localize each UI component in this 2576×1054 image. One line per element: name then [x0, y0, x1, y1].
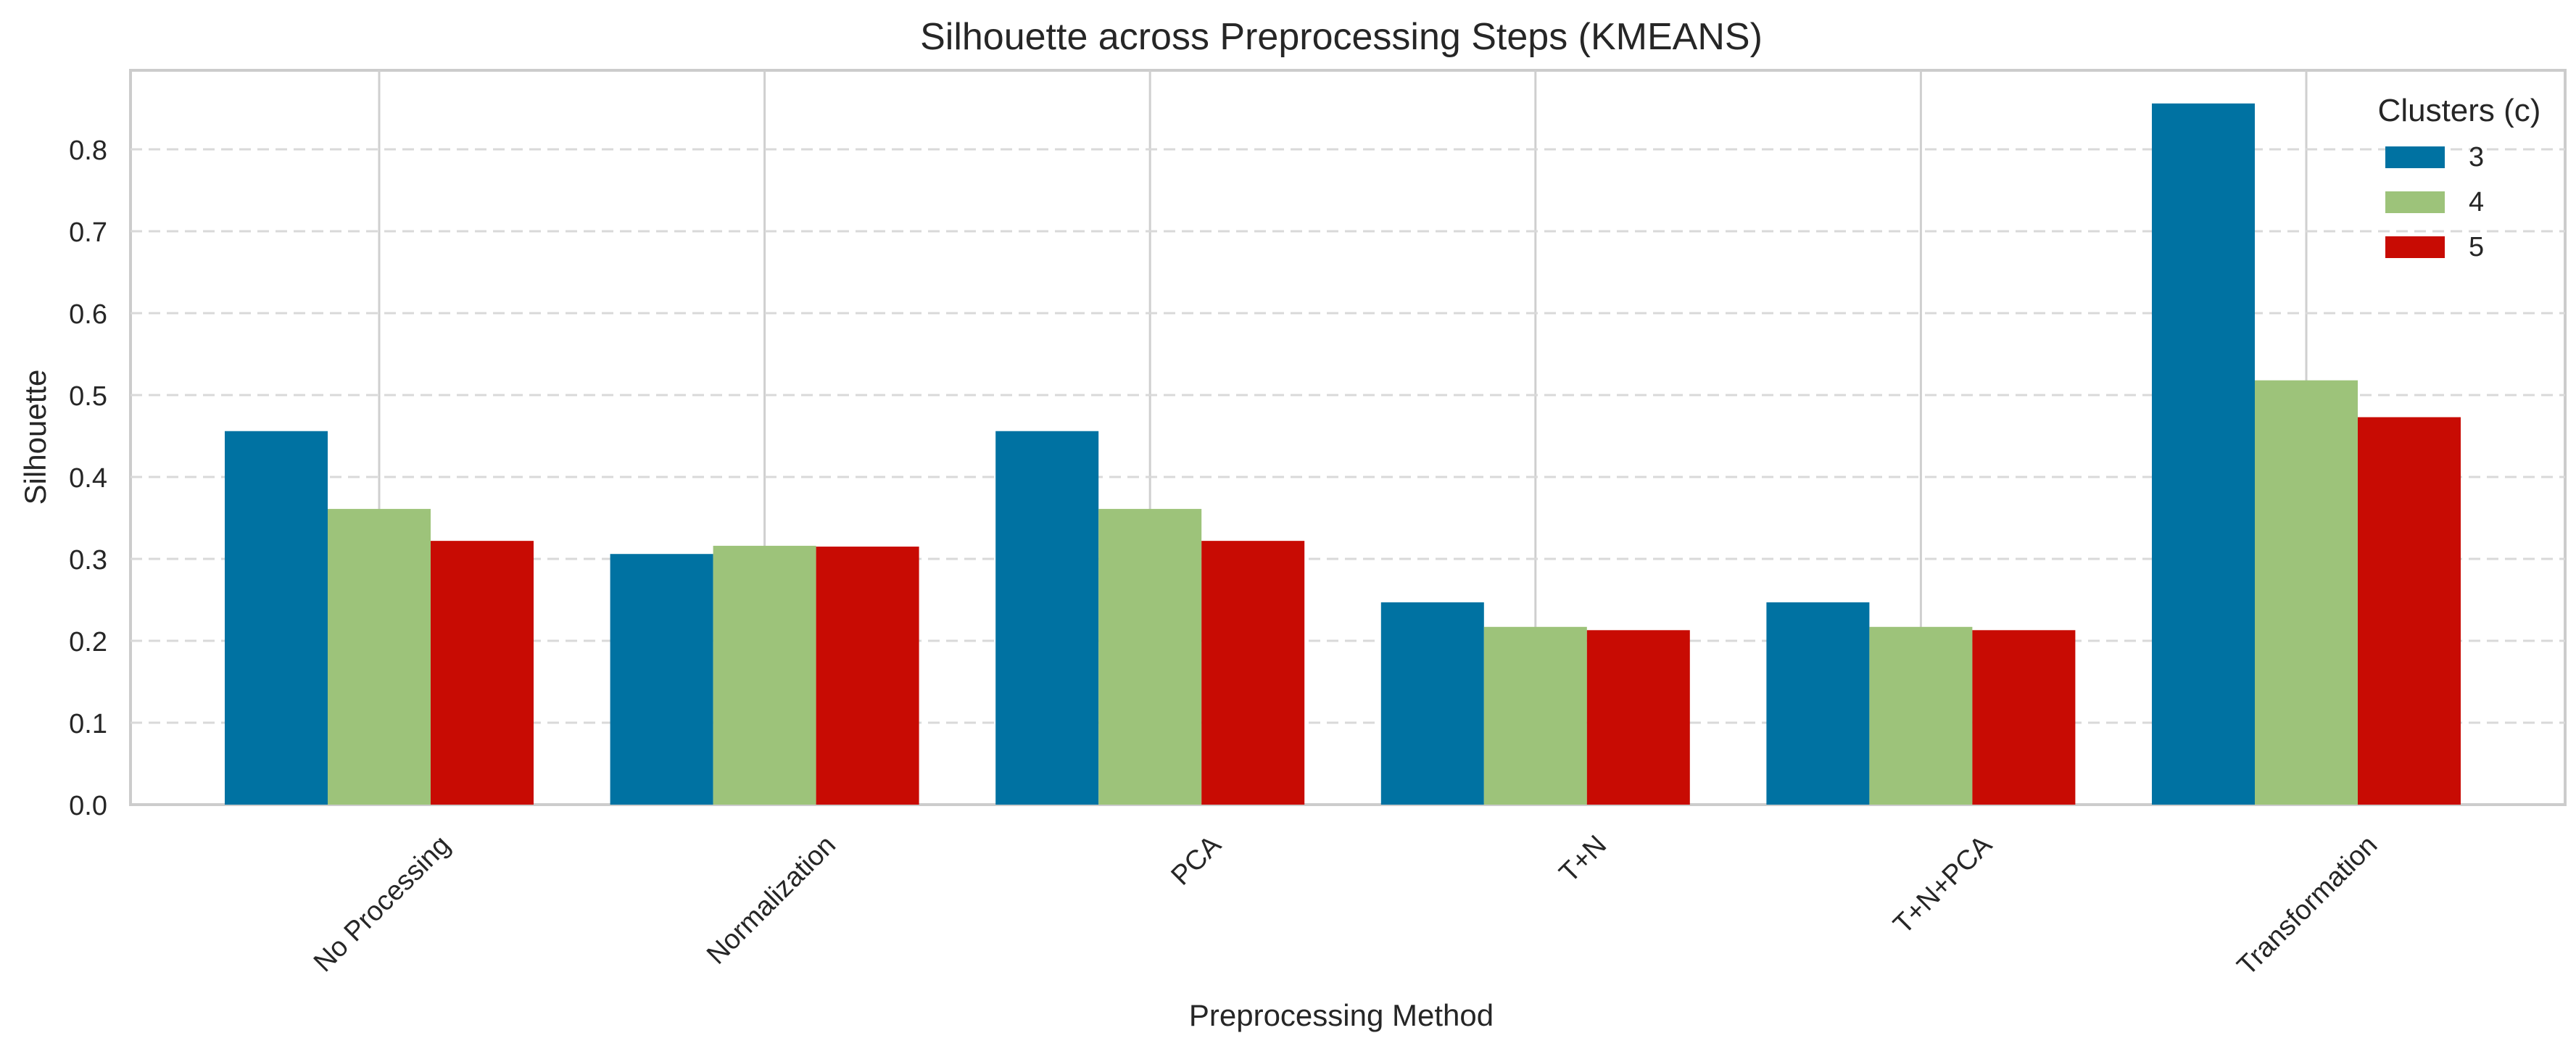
y-tick-label: 0.2 — [69, 627, 107, 657]
legend-swatch — [2385, 146, 2445, 168]
y-tick-label: 0.3 — [69, 545, 107, 576]
legend-swatch — [2385, 236, 2445, 258]
legend-title: Clusters (c) — [2378, 93, 2541, 128]
y-gridlines — [131, 148, 2565, 724]
x-tick-labels: No Processing Normalization PCA T+N T+N+PCA T… — [308, 829, 2383, 982]
bar-no-processing-c5 — [431, 541, 534, 805]
y-tick-label: 0.5 — [69, 381, 107, 412]
bar-t-n-c5 — [1586, 630, 1690, 805]
y-tick-label: 0.1 — [69, 709, 107, 739]
x-axis-label: Preprocessing Method — [1189, 998, 1494, 1032]
x-tick-label: Normalization — [701, 830, 842, 971]
chart-title: Silhouette across Preprocessing Steps (K… — [920, 16, 1763, 58]
bar-normalization-c5 — [816, 547, 919, 805]
legend-items: 3 4 5 — [2385, 142, 2484, 262]
y-axis-label: Silhouette — [18, 370, 52, 505]
bar-pca-c5 — [1201, 541, 1305, 805]
x-tick-label: PCA — [1166, 829, 1227, 891]
bar-pca-c3 — [995, 431, 1099, 805]
bar-t-n-pca-c3 — [1766, 602, 1870, 805]
bar-no-processing-c3 — [225, 431, 328, 805]
bar-normalization-c3 — [610, 554, 713, 805]
legend-label: 3 — [2469, 142, 2484, 173]
bar-no-processing-c4 — [328, 509, 431, 805]
bar-pca-c4 — [1098, 509, 1202, 805]
y-tick-label: 0.8 — [69, 136, 107, 166]
bar-transformation-c5 — [2358, 417, 2461, 805]
bar-transformation-c4 — [2255, 380, 2358, 805]
y-tick-label: 0.4 — [69, 463, 107, 494]
legend-label: 4 — [2469, 187, 2484, 217]
legend-swatch — [2385, 191, 2445, 213]
y-tick-label: 0.7 — [69, 217, 107, 248]
bar-t-n-pca-c5 — [1972, 630, 2076, 805]
legend-label: 5 — [2469, 232, 2484, 262]
bar-t-n-c3 — [1380, 602, 1484, 805]
bar-t-n-c4 — [1483, 626, 1587, 805]
x-tick-label: Transformation — [2232, 830, 2383, 982]
y-tick-label: 0.6 — [69, 299, 107, 330]
bars — [225, 103, 2461, 805]
y-tick-labels: 0.0 0.1 0.2 0.3 0.4 0.5 0.6 0.7 0.8 — [69, 136, 107, 821]
y-tick-label: 0.0 — [69, 791, 107, 821]
legend: Clusters (c) 3 4 5 — [2378, 93, 2541, 262]
x-tick-label: T+N — [1554, 830, 1612, 889]
bar-normalization-c4 — [713, 545, 816, 805]
x-tick-label: T+N+PCA — [1888, 829, 1999, 940]
bar-transformation-c3 — [2152, 103, 2255, 805]
x-tick-label: No Processing — [308, 830, 456, 978]
bar-t-n-pca-c4 — [1869, 626, 1973, 805]
